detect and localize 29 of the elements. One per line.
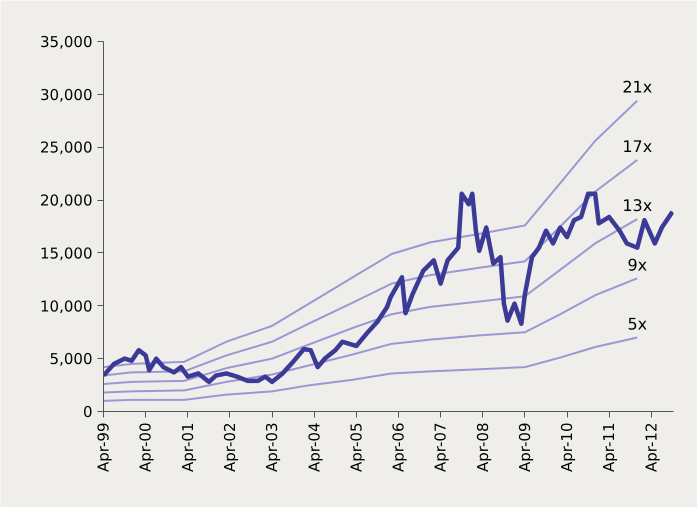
y-tick-label: 10,000 [40,297,93,316]
series-label: 21x [622,78,652,97]
series-label: 5x [627,314,648,334]
x-tick-label: Apr-00 [136,422,155,472]
x-tick-label: Apr-02 [220,422,239,472]
series-label: 13x [622,196,652,216]
x-tick-label: Apr-12 [642,422,660,472]
x-tick-label: Apr-08 [474,422,492,472]
line-series [104,191,674,384]
series-label: 9x [627,255,648,274]
y-tick-label: 20,000 [40,192,93,210]
y-tick-label: 25,000 [40,138,93,157]
x-tick-label: Apr-06 [389,422,408,472]
x-tick-label: Apr-07 [432,422,450,472]
x-tick-label: Apr-99 [94,422,112,472]
x-tick-label: Apr-01 [178,422,197,472]
x-tick-label: Apr-04 [305,422,324,472]
y-tick-label: 30,000 [40,86,93,104]
y-tick-label: 0 [82,403,93,421]
y-tick-label: 5,000 [50,350,93,368]
y-tick-label: 15,000 [40,244,93,262]
x-tick-label: Apr-11 [600,422,618,472]
x-tick-label: Apr-03 [263,422,282,472]
series-label: 17x [622,136,652,156]
x-tick-label: Apr-05 [347,422,366,472]
x-tick-label: Apr-09 [516,422,534,472]
y-tick-label: 35,000 [40,33,93,51]
x-tick-label: Apr-10 [558,422,576,472]
line-series [104,336,638,402]
